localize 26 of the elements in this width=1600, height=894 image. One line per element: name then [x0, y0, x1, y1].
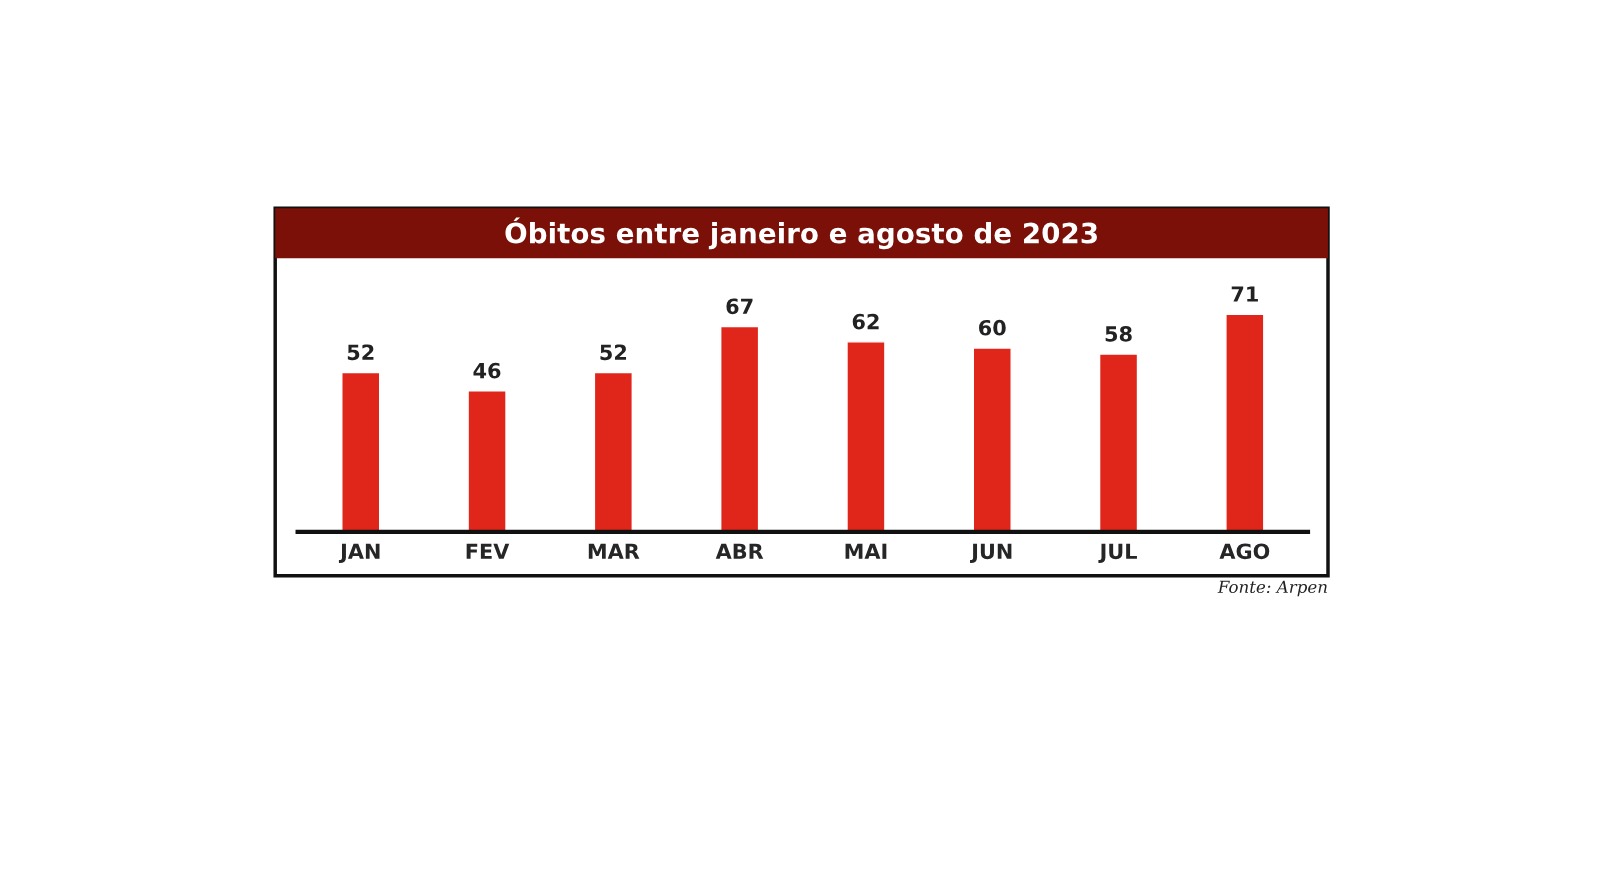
data-label: 46	[473, 362, 501, 379]
x-tick-label: FEV	[466, 543, 510, 559]
bar	[1225, 313, 1265, 532]
x-tick-label: JUN	[970, 543, 1012, 564]
bar	[846, 341, 886, 532]
chart-title: Óbitos entre janeiro e agosto de 2023	[505, 217, 1097, 250]
x-tick-label: MAR	[588, 543, 640, 559]
x-tick-label: AGO	[1219, 543, 1270, 560]
data-label: 62	[852, 313, 879, 330]
source-note: Fonte: Arpen	[1217, 580, 1327, 597]
data-label: 60	[979, 319, 1006, 336]
x-tick-label: MAI	[845, 543, 887, 559]
bar	[593, 371, 633, 532]
bar	[341, 371, 381, 532]
x-tick-label: JUL	[1098, 543, 1137, 564]
bar	[972, 347, 1012, 532]
data-label: 71	[1231, 286, 1258, 302]
data-label: 67	[726, 298, 753, 315]
data-label: 52	[600, 344, 627, 361]
x-tick-label: JAN	[338, 543, 380, 564]
data-label: 52	[347, 344, 374, 361]
bar	[720, 325, 760, 532]
bar	[1098, 353, 1139, 532]
bar	[467, 390, 507, 532]
data-label: 58	[1105, 325, 1132, 342]
x-tick-label: ABR	[715, 543, 764, 559]
